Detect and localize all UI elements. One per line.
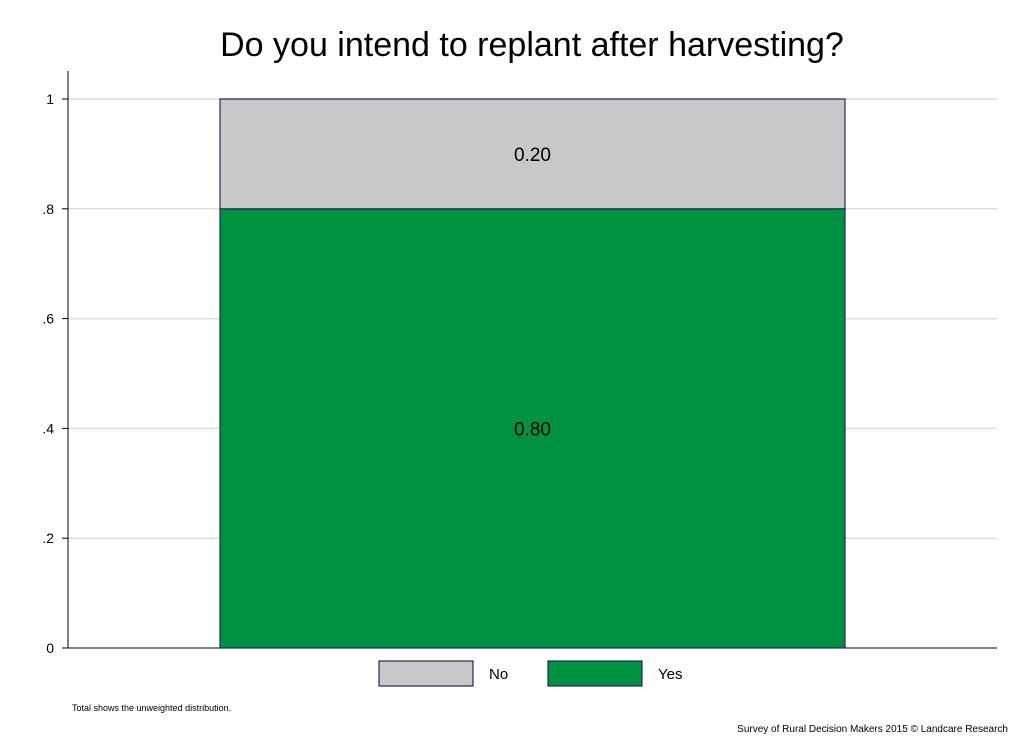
bar-segment-yes bbox=[219, 208, 846, 649]
chart-title: Do you intend to replant after harvestin… bbox=[220, 26, 844, 64]
legend-swatch-no bbox=[378, 660, 474, 687]
y-tick-label: .6 bbox=[42, 311, 54, 327]
y-tick-label: .8 bbox=[42, 201, 54, 217]
y-tick-label: .4 bbox=[42, 420, 54, 436]
y-tick-label: 0 bbox=[46, 640, 54, 656]
legend-label-yes: Yes bbox=[658, 666, 682, 683]
chart-note: Total shows the unweighted distribution. bbox=[72, 703, 232, 713]
y-tick-label: .2 bbox=[42, 530, 54, 546]
bar-segment-no bbox=[219, 98, 846, 210]
data-label-yes: 0.80 bbox=[514, 419, 551, 440]
legend-label-no: No bbox=[489, 666, 508, 683]
legend: No Yes bbox=[378, 660, 682, 687]
y-tick-label: 1 bbox=[46, 91, 54, 107]
stacked-bar: 0.80 0.20 bbox=[219, 98, 846, 649]
legend-swatch-yes bbox=[547, 660, 643, 687]
source-credit: Survey of Rural Decision Makers 2015 © L… bbox=[737, 724, 1008, 735]
data-label-no: 0.20 bbox=[514, 145, 551, 166]
